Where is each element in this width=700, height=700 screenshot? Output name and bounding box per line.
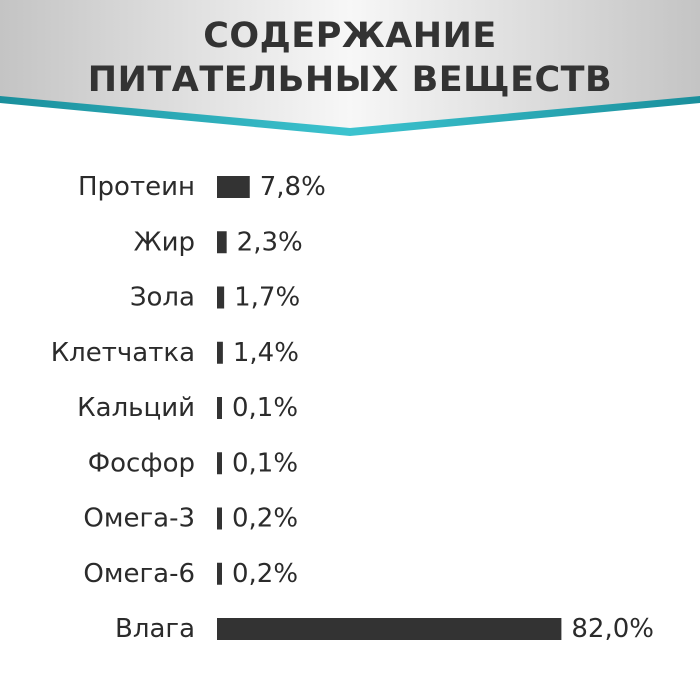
bar [217,231,227,254]
value-label: 0,1% [232,393,298,423]
value-label: 0,2% [232,559,298,589]
value-label: 0,2% [232,504,298,534]
value-label: 7,8% [260,172,326,202]
category-label: Фосфор [88,448,195,478]
value-label: 2,3% [237,227,303,257]
value-label: 1,7% [234,283,300,313]
bar [217,176,250,198]
bar [217,562,222,585]
title-banner: СОДЕРЖАНИЕ ПИТАТЕЛЬНЫХ ВЕЩЕСТВ [0,0,700,140]
bar [217,286,225,309]
bar [217,618,562,640]
banner-background [0,0,700,136]
chart-title-line-2: ПИТАТЕЛЬНЫХ ВЕЩЕСТВ [87,60,613,100]
chart-title-line-1: СОДЕРЖАНИЕ [203,16,497,56]
bar [217,507,222,530]
category-label: Зола [130,283,195,313]
value-label: 82,0% [571,614,654,644]
chart-title: СОДЕРЖАНИЕ ПИТАТЕЛЬНЫХ ВЕЩЕСТВ [0,14,700,102]
category-label: Протеин [78,172,195,202]
category-label: Клетчатка [51,338,195,368]
value-label: 1,4% [233,338,299,368]
category-label: Омега-3 [83,504,195,534]
category-label: Кальций [77,393,195,423]
category-label: Омега-6 [83,559,195,589]
bar [217,452,222,475]
bar [217,397,222,419]
bar [217,341,223,364]
value-label: 0,1% [232,448,298,478]
category-label: Жир [134,227,195,257]
category-label: Влага [115,614,195,644]
